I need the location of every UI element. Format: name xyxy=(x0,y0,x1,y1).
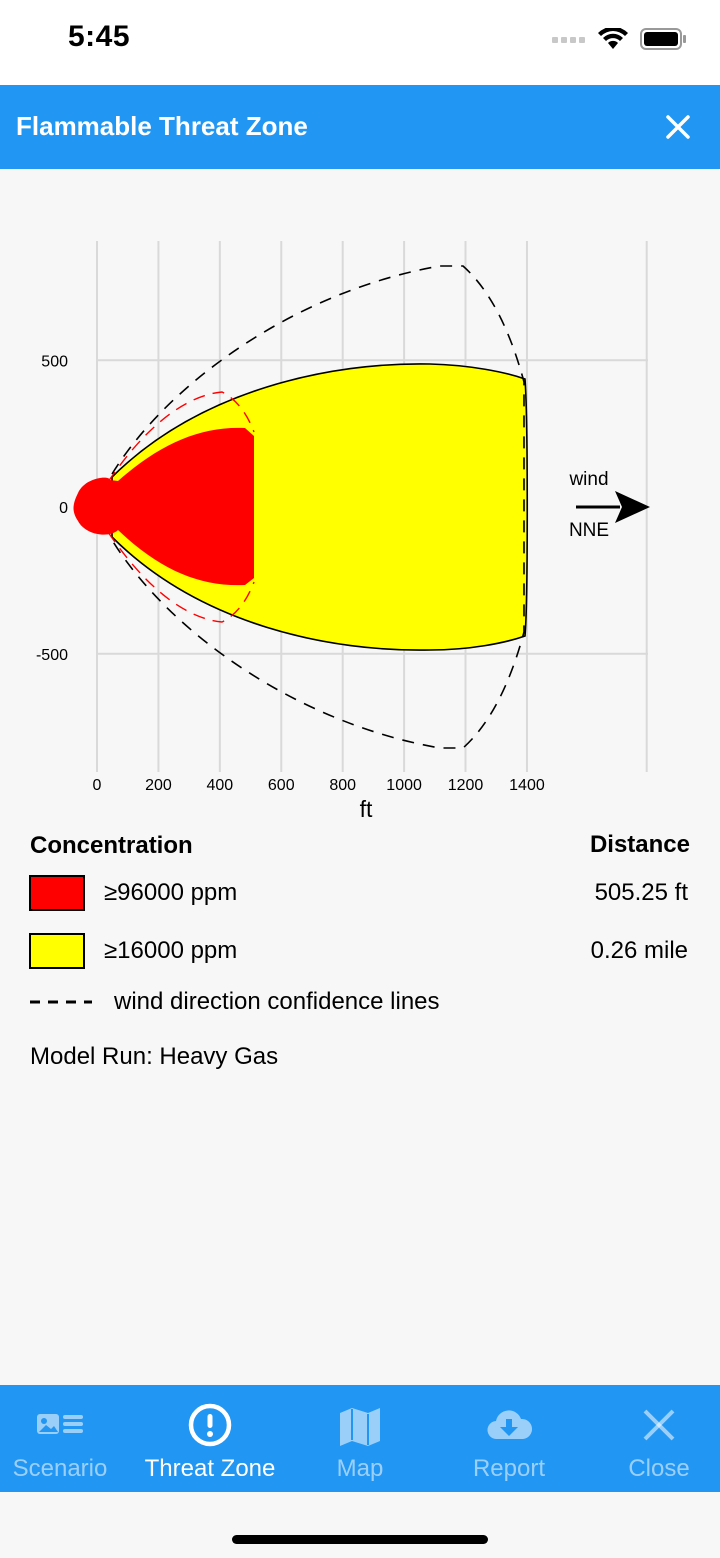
scenario-icon xyxy=(37,1414,83,1434)
x-tick-label: 400 xyxy=(206,777,233,794)
tab-label: Scenario xyxy=(12,1455,108,1482)
cellular-signal-icon xyxy=(552,37,585,43)
y-tick-label: 500 xyxy=(41,353,68,370)
map-icon xyxy=(340,1408,380,1446)
x-axis-label: ft xyxy=(360,796,373,822)
distance-title: Distance xyxy=(589,831,690,858)
tab-label: Report xyxy=(472,1455,546,1482)
x-tick-label: 0 xyxy=(93,777,102,794)
red-confidence-line xyxy=(107,391,255,623)
wifi-icon xyxy=(598,28,628,49)
yellow-zone-distance: 0.26 mile xyxy=(590,937,688,964)
yellow-zone-label: ≥16000 ppm xyxy=(104,937,238,964)
wind-label: wind xyxy=(568,469,608,490)
tab-scenario[interactable]: Scenario xyxy=(0,1385,132,1492)
wind-direction-label: NNE xyxy=(569,520,609,541)
status-time: 5:45 xyxy=(68,20,131,53)
tab-close[interactable]: Close xyxy=(587,1385,720,1492)
x-tick-label: 600 xyxy=(268,777,295,794)
nav-header: Flammable Threat Zone xyxy=(0,85,720,169)
tab-bar: Scenario Threat Zone Map Report Close xyxy=(0,1385,720,1492)
model-run-text: Model Run: Heavy Gas xyxy=(30,1043,279,1070)
tab-map[interactable]: Map xyxy=(288,1385,432,1492)
tick-labels: 0 200 400 600 800 1000 1200 1400 500 0 -500 xyxy=(36,353,545,794)
wind-arrow-head xyxy=(615,491,650,523)
alert-circle-icon xyxy=(188,1403,232,1447)
y-tick-label: 0 xyxy=(59,500,68,517)
battery-icon xyxy=(640,28,686,50)
x-tick-label: 1000 xyxy=(386,777,422,794)
home-indicator xyxy=(232,1535,488,1544)
tab-label: Close xyxy=(628,1455,690,1482)
concentration-title: Concentration xyxy=(30,832,193,859)
threat-zone-chart: 0 200 400 600 800 1000 1200 1400 500 0 -500 ft win… xyxy=(36,241,650,822)
tab-label: Threat Zone xyxy=(144,1455,276,1482)
dashed-line-swatch xyxy=(30,1000,92,1004)
x-tick-label: 200 xyxy=(145,777,172,794)
red-zone-area xyxy=(73,427,254,586)
x-tick-label: 1400 xyxy=(509,777,545,794)
confidence-lines-label: wind direction confidence lines xyxy=(114,988,440,1015)
cloud-download-icon xyxy=(487,1410,533,1440)
tab-report[interactable]: Report xyxy=(437,1385,581,1492)
x-tick-label: 1200 xyxy=(448,777,484,794)
close-icon[interactable] xyxy=(660,109,696,145)
status-icons xyxy=(552,24,686,54)
red-zone-distance: 505.25 ft xyxy=(594,879,688,906)
tab-label: Map xyxy=(336,1455,384,1482)
yellow-zone-swatch xyxy=(29,933,85,969)
red-zone-label: ≥96000 ppm xyxy=(104,879,238,906)
close-icon xyxy=(643,1409,675,1441)
x-tick-label: 800 xyxy=(329,777,356,794)
wind-confidence-line xyxy=(111,265,525,749)
zones xyxy=(73,265,529,749)
page-title: Flammable Threat Zone xyxy=(16,111,308,141)
status-bar: 5:45 xyxy=(0,0,720,85)
red-zone-swatch xyxy=(29,875,85,911)
y-tick-label: -500 xyxy=(36,647,68,664)
tab-threat-zone[interactable]: Threat Zone xyxy=(138,1385,282,1492)
grid xyxy=(96,241,648,772)
wind-indicator: wind NNE xyxy=(568,469,650,541)
